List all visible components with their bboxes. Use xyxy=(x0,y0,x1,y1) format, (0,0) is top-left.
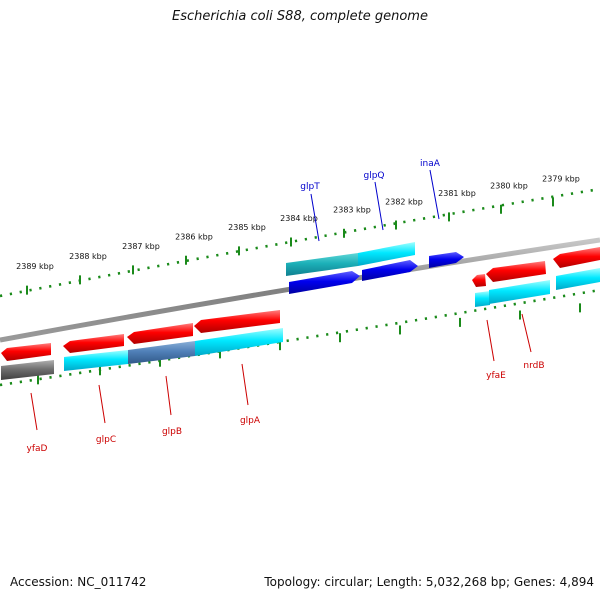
kbp-label: 2389 kbp xyxy=(16,262,54,271)
kbp-label: 2387 kbp xyxy=(122,242,160,251)
gene-label-glpQ: glpQ xyxy=(363,171,384,181)
glpA-gene-arrow[interactable] xyxy=(194,310,280,333)
yfaE-gene-arrow[interactable] xyxy=(472,274,486,287)
reverse-strand-features xyxy=(1,247,600,380)
kbp-label: 2379 kbp xyxy=(542,174,580,183)
glpB-gene-arrow[interactable] xyxy=(127,323,193,344)
kbp-label: 2384 kbp xyxy=(280,214,318,223)
glpT-gene-arrow[interactable] xyxy=(289,271,360,294)
top-gene-labels: glpT glpQ inaA xyxy=(300,159,441,242)
gene-label-glpC: glpC xyxy=(96,435,116,445)
kbp-label: 2386 kbp xyxy=(175,232,213,241)
gene-label-yfaD: yfaD xyxy=(27,444,48,454)
lower-dotted-scale xyxy=(0,288,600,387)
nrdB-gene-arrow[interactable] xyxy=(486,261,546,282)
next-cds-block xyxy=(556,268,600,290)
gene-label-glpB: glpB xyxy=(162,427,182,437)
gene-label-glpA: glpA xyxy=(240,416,261,426)
upper-tick-track: 2389 kbp 2388 kbp 2387 kbp 2386 kbp 2385 kbp… xyxy=(0,174,600,298)
glpC-cds-block xyxy=(64,350,128,371)
upper-kbp-labels: 2389 kbp 2388 kbp 2387 kbp 2386 kbp 2385 kbp… xyxy=(16,174,580,271)
kbp-label: 2383 kbp xyxy=(333,205,371,214)
gene-label-nrdB: nrdB xyxy=(523,361,544,371)
kbp-label: 2382 kbp xyxy=(385,197,423,206)
glpA-cds-block xyxy=(195,328,283,356)
accession-label: Accession: NC_011742 xyxy=(10,575,147,589)
upper-major-ticks xyxy=(26,197,554,295)
lower-tick-track xyxy=(0,288,600,387)
inaA-gene-arrow[interactable] xyxy=(429,252,464,268)
next-gene-arrow[interactable] xyxy=(553,247,600,268)
yfaE-cds-block xyxy=(475,291,490,307)
yfaD-cds-block xyxy=(1,360,54,380)
gene-label-inaA: inaA xyxy=(420,159,441,169)
glpQ-cds-block xyxy=(358,242,415,266)
forward-strand-features xyxy=(286,242,464,294)
kbp-label: 2381 kbp xyxy=(438,189,476,198)
glpQ-gene-arrow[interactable] xyxy=(362,260,418,281)
bottom-gene-labels: yfaD glpC glpB glpA yfaE nrdB xyxy=(27,313,545,454)
glpT-cds-block xyxy=(286,253,358,276)
gene-label-glpT: glpT xyxy=(300,182,320,192)
glpB-cds-block xyxy=(128,341,195,364)
lower-major-ticks xyxy=(37,303,581,385)
genome-title: Escherichia coli S88, complete genome xyxy=(172,9,428,24)
gene-label-yfaE: yfaE xyxy=(486,371,506,381)
yfaD-gene-arrow[interactable] xyxy=(1,343,51,361)
upper-dotted-scale xyxy=(0,187,600,298)
genome-summary-label: Topology: circular; Length: 5,032,268 bp… xyxy=(264,575,594,589)
kbp-label: 2380 kbp xyxy=(490,182,528,191)
kbp-label: 2388 kbp xyxy=(69,252,107,261)
nrdB-cds-block xyxy=(489,280,550,304)
kbp-label: 2385 kbp xyxy=(228,223,266,232)
glpC-gene-arrow[interactable] xyxy=(63,334,124,353)
